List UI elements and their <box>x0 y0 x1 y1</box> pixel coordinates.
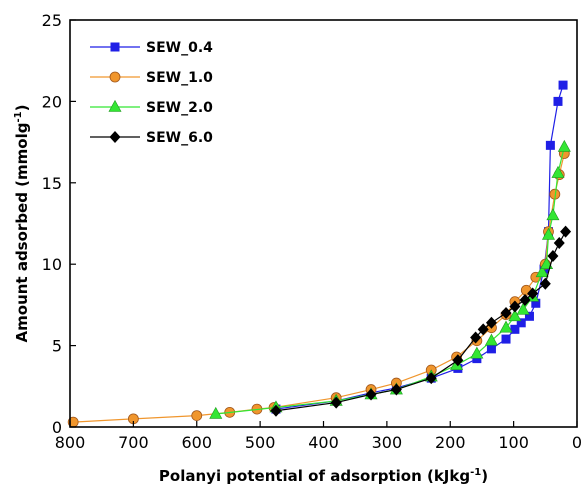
x-tick-label: 100 <box>498 433 529 452</box>
data-point <box>546 208 560 221</box>
legend-label: SEW_6.0 <box>146 130 213 146</box>
data-point <box>470 331 482 344</box>
x-tick-label: 700 <box>118 433 149 452</box>
x-tick-label: 0 <box>572 433 582 452</box>
data-point <box>539 277 551 290</box>
data-point <box>545 140 555 150</box>
data-point <box>541 227 555 240</box>
series-sew-1-0 <box>67 148 570 428</box>
x-tick-label: 600 <box>181 433 212 452</box>
data-point <box>553 96 563 106</box>
data-point <box>516 302 530 315</box>
data-point <box>508 309 522 322</box>
series-sew-0-4 <box>271 80 568 414</box>
data-point <box>486 344 496 354</box>
data-point <box>470 346 484 359</box>
data-point <box>516 318 526 328</box>
data-point <box>558 80 568 90</box>
data-point <box>270 404 282 417</box>
data-point <box>524 311 534 321</box>
data-point <box>509 300 521 313</box>
legend-item: SEW_1.0 <box>90 70 213 86</box>
series-line <box>73 153 565 423</box>
data-point <box>560 225 572 238</box>
legend-item: SEW_6.0 <box>90 130 213 146</box>
legend-marker <box>109 131 121 143</box>
data-point <box>500 307 512 320</box>
data-point <box>472 354 482 364</box>
data-point <box>484 333 498 346</box>
data-point <box>390 383 402 396</box>
y-tick-label: 20 <box>42 92 62 111</box>
legend-marker <box>109 71 121 83</box>
legend-marker <box>110 42 120 52</box>
x-tick-label: 500 <box>245 433 276 452</box>
legend-marker <box>108 99 122 112</box>
x-tick-label: 800 <box>55 433 86 452</box>
legend-label: SEW_2.0 <box>146 100 213 116</box>
data-point <box>477 323 489 336</box>
x-tick-label: 300 <box>372 433 403 452</box>
data-point <box>535 265 549 278</box>
y-tick-label: 10 <box>42 255 62 274</box>
x-axis-ticks: 800 700 600 500 400 300 200 100 0 <box>55 421 582 452</box>
data-point <box>501 334 511 344</box>
legend-label: SEW_0.4 <box>146 40 213 56</box>
y-tick-label: 15 <box>42 174 62 193</box>
x-axis-label: Polanyi potential of adsorption (kJkg-1) <box>159 467 488 485</box>
y-axis-ticks: 0 5 10 15 20 25 <box>42 11 76 437</box>
data-point <box>510 324 520 334</box>
series-line <box>275 84 564 410</box>
legend-item: SEW_2.0 <box>90 99 213 116</box>
x-tick-label: 200 <box>435 433 466 452</box>
data-point <box>527 287 539 300</box>
data-point <box>485 316 497 329</box>
legend-item: SEW_0.4 <box>90 40 213 56</box>
y-tick-label: 25 <box>42 11 62 30</box>
data-point <box>191 410 203 422</box>
series-sew-6-0 <box>270 225 572 417</box>
data-point <box>452 354 464 367</box>
data-point <box>499 320 513 333</box>
x-tick-label: 400 <box>308 433 339 452</box>
y-tick-label: 0 <box>52 418 62 437</box>
series-layer <box>67 80 572 428</box>
data-point <box>425 372 437 385</box>
data-point <box>557 139 571 152</box>
legend: SEW_0.4 SEW_1.0 SEW_2.0 SEW_6.0 <box>90 40 213 146</box>
legend-label: SEW_1.0 <box>146 70 213 86</box>
series-sew-2-0 <box>209 139 571 419</box>
data-point <box>209 406 223 419</box>
y-axis-label: Amount adsorbed (mmolg-1) <box>13 105 31 343</box>
data-point <box>330 396 342 409</box>
series-line <box>215 146 565 415</box>
data-point <box>551 165 565 178</box>
data-point <box>531 298 541 308</box>
data-point <box>365 388 377 401</box>
data-point <box>547 250 559 263</box>
y-tick-label: 5 <box>52 337 62 356</box>
data-point <box>519 294 531 307</box>
data-point <box>553 237 565 250</box>
